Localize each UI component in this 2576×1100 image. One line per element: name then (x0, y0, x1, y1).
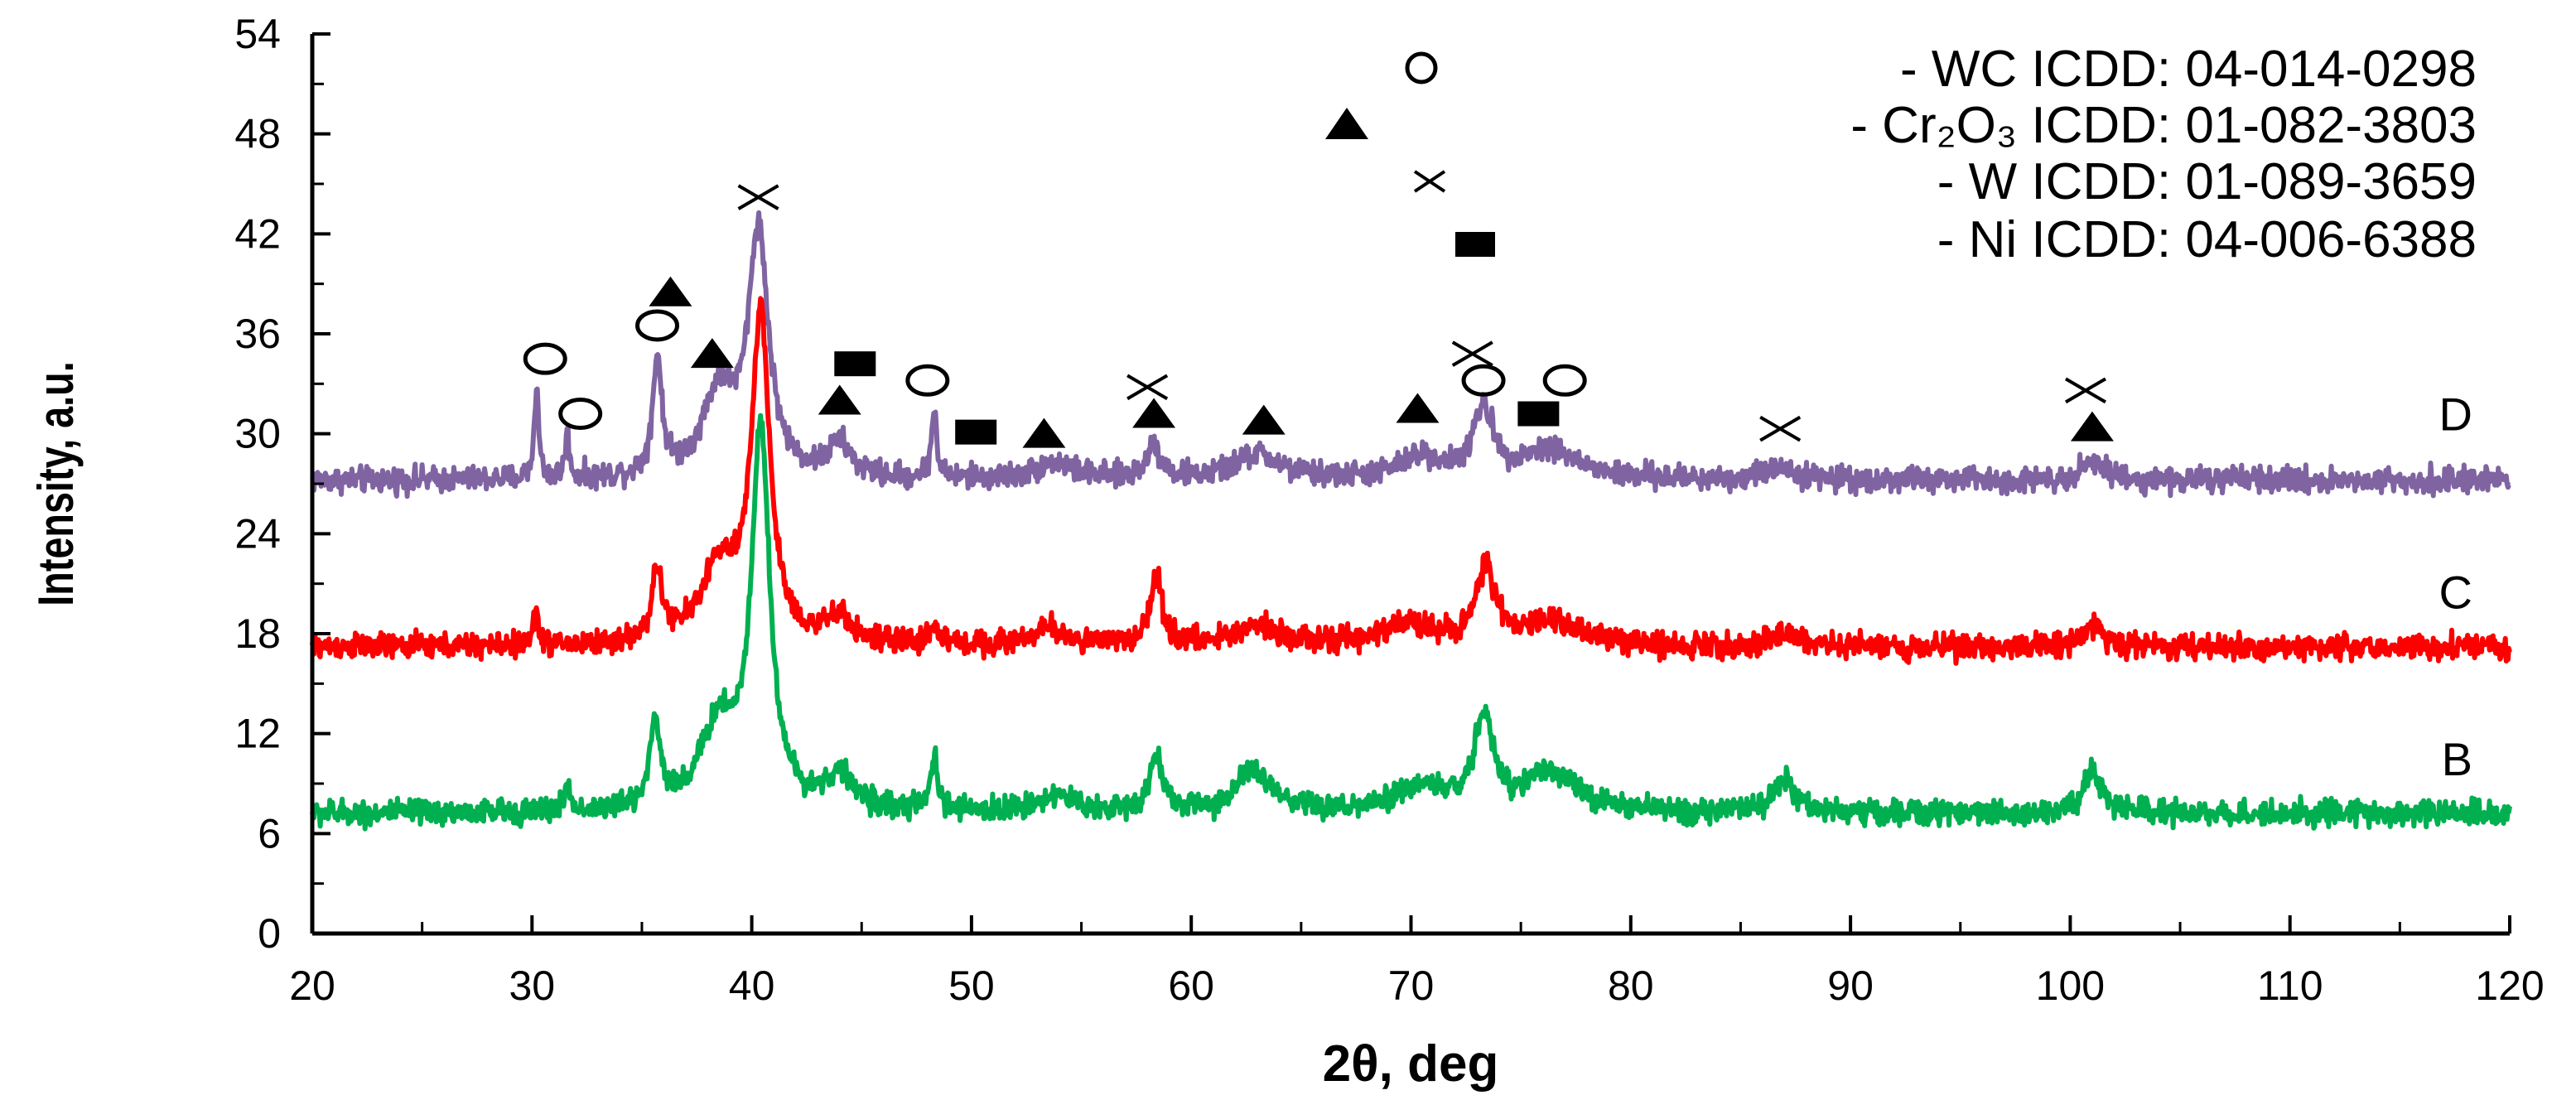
cr2o3-peak-marker (1396, 393, 1440, 423)
w-peak-marker (2064, 377, 2106, 404)
legend-triangle-icon (1325, 108, 1368, 139)
series-line-B (310, 412, 2512, 832)
cr2o3-peak-marker (649, 276, 692, 306)
peak-markers (523, 184, 2114, 448)
w-peak-marker (1759, 415, 1802, 442)
series-line-D (310, 210, 2511, 499)
series-layer (310, 210, 2512, 832)
curve-labels: D C B (2439, 388, 2472, 785)
x-tick-label: 40 (729, 962, 775, 1009)
series-line-C (310, 296, 2512, 666)
x-tick-label: 30 (509, 962, 555, 1009)
w-peak-marker (1451, 340, 1493, 367)
w-peak-marker (737, 184, 779, 210)
legend-entry-ni: - Ni ICDD: 04-006-6388 (1455, 211, 2477, 268)
x-tick-label: 110 (2257, 962, 2323, 1009)
curve-label-D: D (2439, 388, 2472, 441)
legend-circle-icon (1405, 51, 1438, 84)
x-tick-label: 120 (2475, 962, 2544, 1009)
y-tick-label: 36 (234, 311, 281, 357)
legend-label-w: - W ICDD: 01-089-3659 (1937, 153, 2477, 210)
legend-entry-cr2o3: - Cr₂O₃ ICDD: 01-082-3803 (1325, 97, 2477, 154)
wc-peak-marker (1542, 364, 1587, 397)
cr2o3-peak-marker (1242, 404, 1286, 435)
legend-label-wc: - WC ICDD: 04-014-0298 (1900, 41, 2477, 98)
wc-peak-marker (558, 398, 603, 431)
x-tick-label: 60 (1168, 962, 1214, 1009)
x-tick-label: 70 (1388, 962, 1435, 1009)
wc-peak-marker (905, 364, 950, 397)
y-tick-label: 24 (234, 510, 281, 557)
y-tick-label: 54 (234, 11, 281, 57)
x-tick-label: 80 (1608, 962, 1654, 1009)
legend-entry-w: - W ICDD: 01-089-3659 (1413, 153, 2477, 210)
legend-label-cr2o3: - Cr₂O₃ ICDD: 01-082-3803 (1850, 97, 2477, 154)
wc-peak-marker (635, 309, 680, 342)
legend-entry-wc: - WC ICDD: 04-014-0298 (1405, 41, 2477, 98)
legend-cross-icon (1413, 170, 1446, 193)
cr2o3-peak-marker (690, 338, 734, 369)
x-tick-label: 20 (289, 962, 335, 1009)
x-axis-title: 2θ, deg (1323, 1035, 1499, 1093)
curve-label-B: B (2442, 733, 2472, 785)
legend-square-icon (1455, 232, 1495, 257)
cr2o3-peak-marker (818, 384, 861, 415)
x-tick-label: 100 (2036, 962, 2105, 1009)
w-peak-marker (1126, 374, 1169, 401)
x-tick-label: 50 (948, 962, 995, 1009)
y-axis-title: Intensity, a.u. (28, 361, 84, 606)
y-tick-label: 0 (258, 910, 281, 957)
y-tick-label: 18 (234, 610, 281, 657)
ni-peak-marker (834, 351, 876, 377)
cr2o3-peak-marker (1132, 398, 1176, 428)
y-tick-label: 12 (234, 711, 281, 757)
wc-peak-marker (1461, 364, 1506, 397)
legend: - WC ICDD: 04-014-0298 - Cr₂O₃ ICDD: 01-… (1325, 41, 2477, 268)
legend-label-ni: - Ni ICDD: 04-006-6388 (1937, 211, 2477, 268)
y-tick-label: 6 (258, 810, 281, 856)
curve-label-C: C (2439, 567, 2472, 619)
y-tick-label: 30 (234, 411, 281, 457)
x-tick-label: 90 (1827, 962, 1874, 1009)
ni-peak-marker (1517, 401, 1560, 427)
ticks: 20 30 40 50 60 70 80 90 100 110 120 0 6 12 18 24 30 36 42 4… (234, 11, 2544, 1009)
wc-peak-marker (523, 342, 567, 375)
y-tick-label: 42 (234, 210, 281, 257)
cr2o3-peak-marker (1022, 417, 1066, 448)
cr2o3-peak-marker (2070, 411, 2114, 441)
ni-peak-marker (955, 419, 997, 445)
y-tick-label: 48 (234, 111, 281, 157)
